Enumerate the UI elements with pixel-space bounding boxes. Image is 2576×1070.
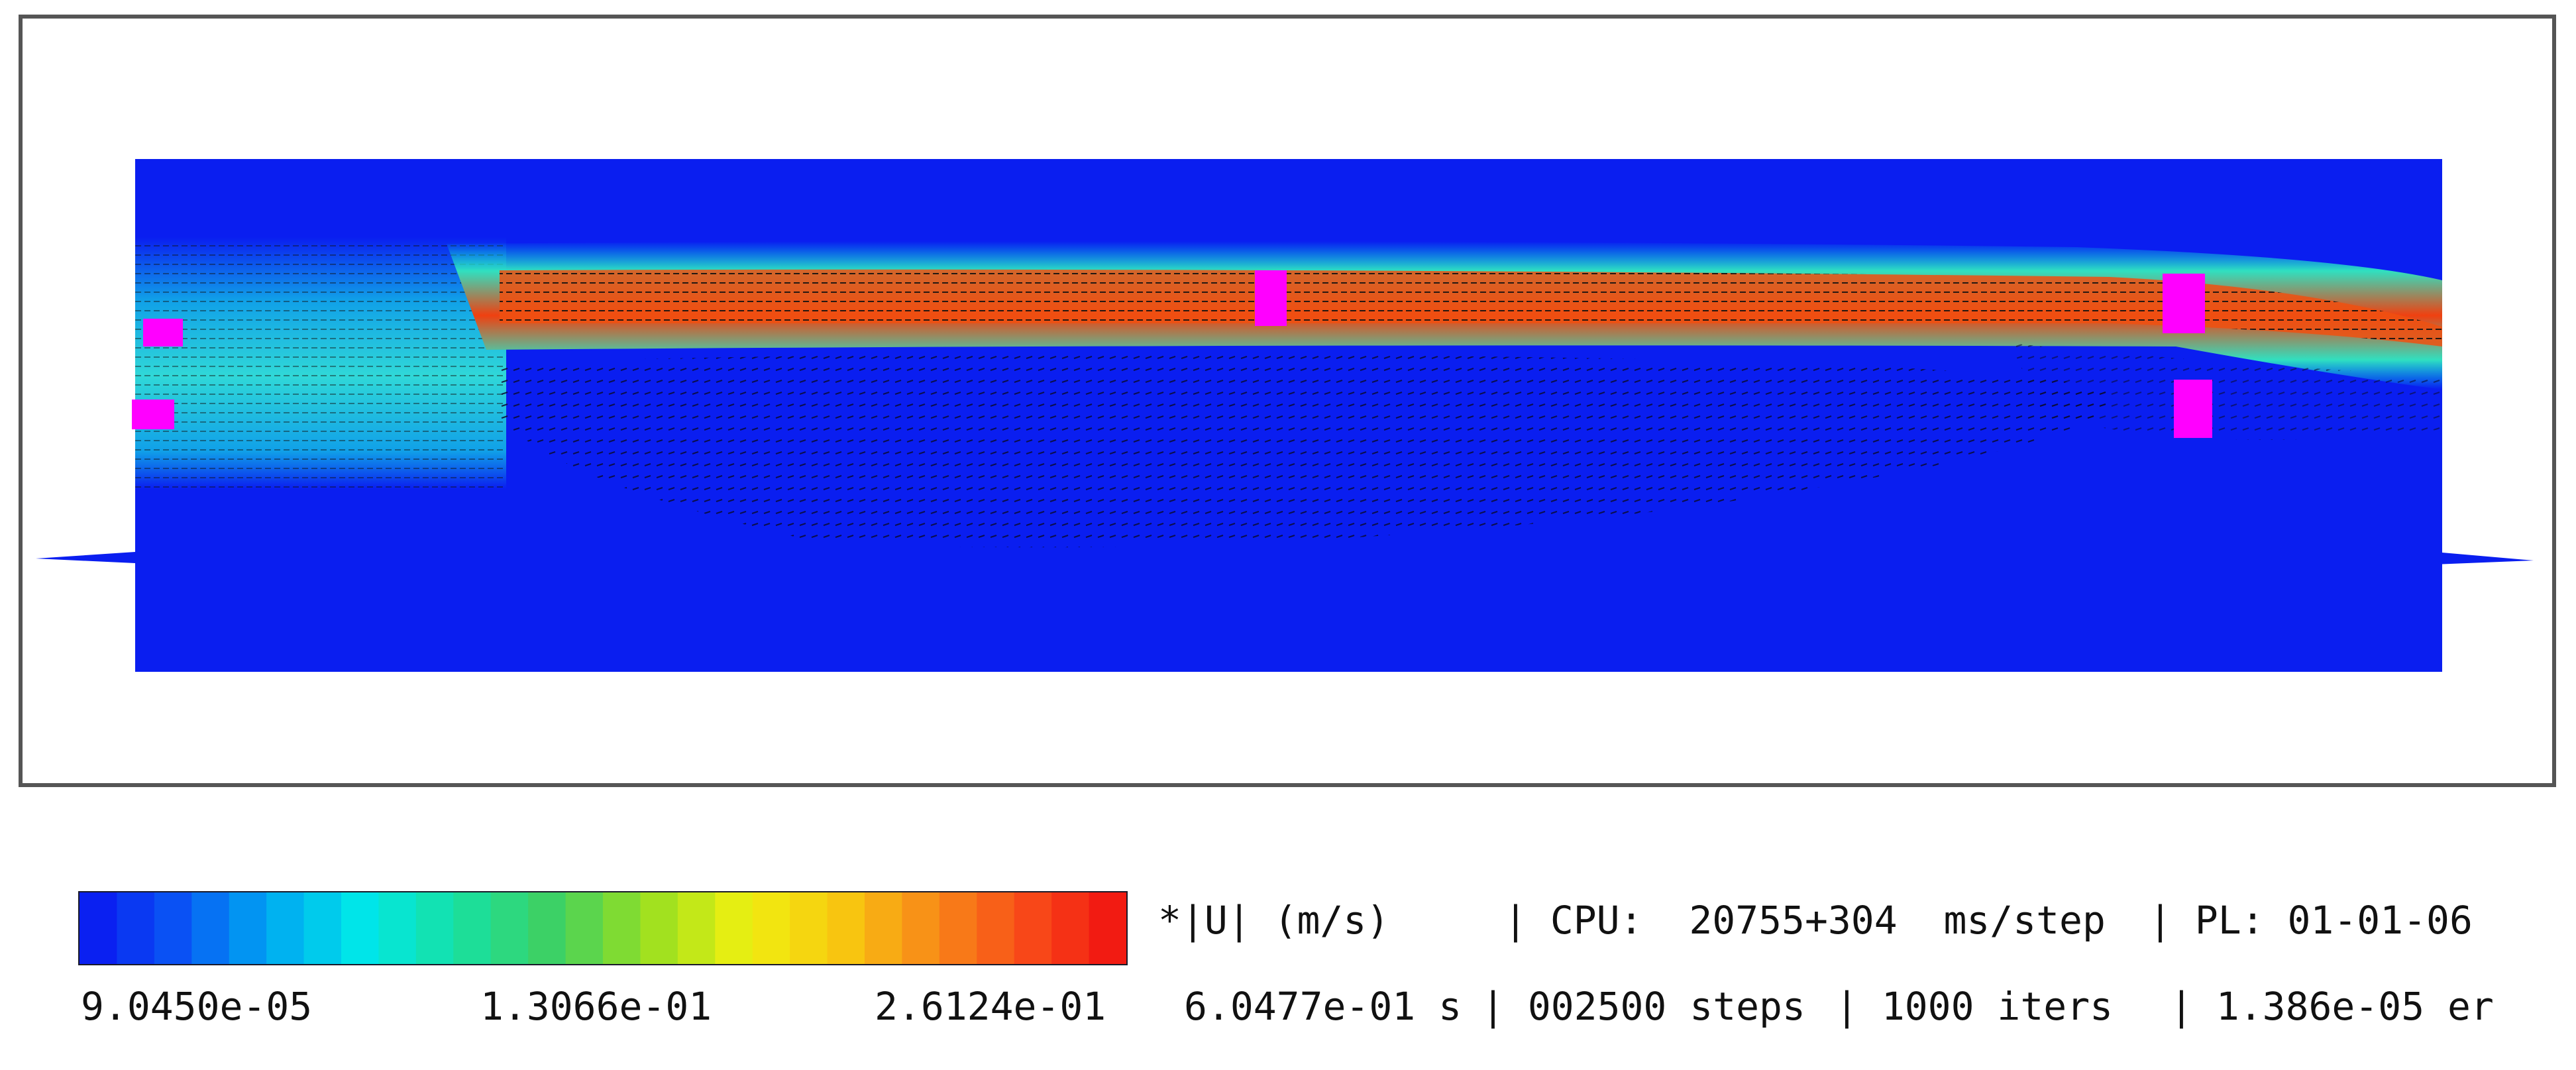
probe-marker[interactable] xyxy=(2174,380,2212,438)
colorbar-segment xyxy=(1051,892,1090,964)
colorbar-segment xyxy=(453,892,492,964)
probe-marker[interactable] xyxy=(2163,274,2205,333)
colorbar-segment xyxy=(677,892,716,964)
colorbar-segment xyxy=(827,892,865,964)
colorbar-mid-label: 1.3066e-01 xyxy=(480,984,712,1029)
colorbar-segment xyxy=(229,892,268,964)
velocity-field-plot xyxy=(36,159,2534,672)
colorbar-segment xyxy=(640,892,678,964)
colorbar-max-label: 2.6124e-01 xyxy=(875,984,1106,1029)
colorbar-segment xyxy=(939,892,978,964)
error-readout: | 1.386e-05 er xyxy=(2170,984,2494,1029)
colorbar-segment xyxy=(790,892,828,964)
colorbar-segment xyxy=(865,892,903,964)
recirculation-vectors xyxy=(500,354,2112,548)
cpu-readout: | CPU: 20755+304 ms/step xyxy=(1504,898,2106,943)
colorbar xyxy=(78,891,1128,965)
inlet-vectors xyxy=(135,237,506,489)
probe-markers xyxy=(132,270,2212,438)
colorbar-segment xyxy=(490,892,529,964)
right-wall-wedge xyxy=(2434,552,2534,564)
simulation-viewport[interactable] xyxy=(19,15,2556,787)
colorbar-segment xyxy=(1089,892,1126,964)
left-wall-wedge xyxy=(36,552,135,563)
iters-readout: | 1000 iters xyxy=(1835,984,2114,1029)
probe-marker[interactable] xyxy=(132,400,174,429)
colorbar-gradient xyxy=(80,892,1126,964)
colorbar-segment xyxy=(191,892,230,964)
wake-vectors xyxy=(2010,343,2442,440)
colorbar-segment xyxy=(752,892,791,964)
colorbar-segment xyxy=(303,892,342,964)
pl-readout: | PL: 01-01-06 xyxy=(2149,898,2473,943)
colorbar-segment xyxy=(715,892,753,964)
colorbar-segment xyxy=(266,892,305,964)
steps-readout: | 002500 steps xyxy=(1481,984,1805,1029)
colorbar-segment xyxy=(80,892,118,964)
colorbar-segment xyxy=(977,892,1015,964)
colorbar-segment xyxy=(415,892,455,964)
probe-marker[interactable] xyxy=(1255,270,1287,326)
colorbar-segment xyxy=(378,892,417,964)
colorbar-segment xyxy=(603,892,641,964)
sim-time-readout: 6.0477e-01 s xyxy=(1184,984,1462,1029)
variable-label: *|U| (m/s) xyxy=(1158,898,1390,943)
colorbar-min-label: 9.0450e-05 xyxy=(81,984,313,1029)
colorbar-segment xyxy=(565,892,604,964)
colorbar-segment xyxy=(1014,892,1053,964)
colorbar-segment xyxy=(341,892,380,964)
probe-marker[interactable] xyxy=(143,319,183,347)
colorbar-segment xyxy=(528,892,566,964)
jet-streamlines xyxy=(500,269,2442,347)
colorbar-segment xyxy=(117,892,155,964)
colorbar-segment xyxy=(902,892,940,964)
colorbar-segment xyxy=(154,892,193,964)
